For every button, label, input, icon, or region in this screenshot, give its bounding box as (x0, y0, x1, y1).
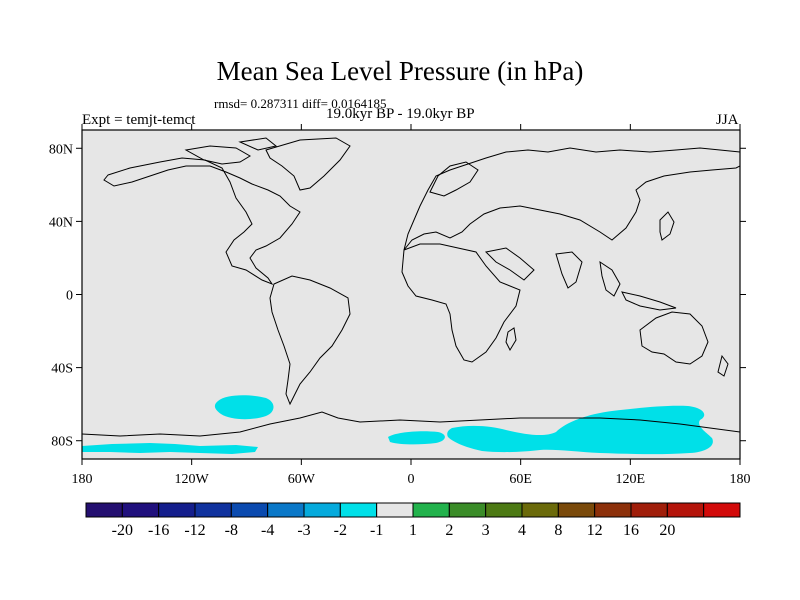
antarctic-anomaly-patch-west (82, 443, 258, 454)
lat-tick-label: 0 (66, 289, 73, 304)
colorbar-box (267, 502, 305, 518)
colorbar-label: 8 (554, 522, 562, 539)
africa-coast (401, 243, 521, 363)
colorbar-box (194, 502, 232, 518)
arctic-islands-coast (184, 137, 278, 165)
colorbar-label: -20 (112, 522, 133, 539)
antarctica-coast (82, 411, 740, 437)
madagascar-coast (505, 327, 517, 352)
colorbar-box (557, 502, 596, 518)
colorbar-label: -2 (334, 522, 347, 539)
colorbar-box (448, 502, 487, 518)
new-zealand-coast (717, 354, 729, 377)
lon-tick-label: 60E (509, 472, 532, 487)
lon-tick-label: 180 (72, 472, 93, 487)
colorbar-label: 1 (409, 522, 417, 539)
stats-subtitle: rmsd= 0.287311 diff= 0.0164185 (214, 96, 387, 111)
lon-tick-label: 120W (175, 472, 210, 487)
colorbar-label: 20 (659, 522, 675, 539)
colorbar-box (630, 502, 668, 518)
scandinavia-coast (429, 161, 479, 197)
experiment-label: Expt = temjt-temct (82, 112, 196, 128)
lon-tick-label: 120E (616, 472, 646, 487)
southeast-asia-coast (599, 260, 677, 311)
map-background (82, 130, 740, 459)
colorbar-label: 16 (623, 522, 639, 539)
season-label: JJA (716, 112, 739, 128)
colorbar-box (412, 502, 450, 518)
lat-tick-label: 80S (51, 435, 73, 450)
colorbar-label: -12 (184, 522, 205, 539)
colorbar-box (485, 502, 523, 518)
lat-tick-label: 80N (49, 142, 73, 157)
longitude-axis: 180 120W 60W 0 60E 120E 180 (72, 124, 751, 487)
greenland-coast (265, 137, 351, 191)
south-america-coast (269, 275, 351, 406)
australia-coast (639, 311, 709, 365)
colorbar-box (339, 502, 378, 518)
lat-tick-label: 40S (51, 362, 73, 377)
anomaly-layer (82, 395, 713, 455)
colorbar-box (303, 502, 341, 518)
colorbar-label: -4 (261, 522, 274, 539)
lat-tick-label: 40N (49, 215, 73, 230)
lon-tick-label: 180 (730, 472, 751, 487)
colorbar-label: 2 (445, 522, 453, 539)
colorbar-label: 12 (587, 522, 603, 539)
colorbar-box (376, 502, 414, 518)
japan-coast (659, 211, 675, 241)
colorbar-label: -16 (148, 522, 169, 539)
lon-tick-label: 60W (288, 472, 316, 487)
colorbar-label: -1 (370, 522, 383, 539)
colorbar-box (666, 502, 705, 518)
colorbar-box (230, 502, 269, 518)
colorbar-box (521, 502, 559, 518)
colorbar: -20 -16 -12 -8 -4 -3 -2 -1 1 2 3 4 8 12 16 20 (85, 502, 741, 539)
latitude-axis: 80N 40N 0 40S 80S (49, 142, 746, 450)
colorbar-box (121, 502, 160, 518)
colorbar-box (85, 502, 123, 518)
north-america-coast (103, 157, 301, 286)
arabia-india-coast (484, 247, 583, 289)
lon-tick-label: 0 (408, 472, 415, 487)
colorbar-box (594, 502, 632, 518)
colorbar-label: -8 (225, 522, 238, 539)
coastline-layer (82, 137, 740, 437)
antarctic-anomaly-patch-east (388, 405, 713, 455)
europe-asia-coast (403, 147, 740, 251)
plot-title: Mean Sea Level Pressure (in hPa) (216, 56, 584, 86)
period-label: 19.0kyr BP - 19.0kyr BP (326, 106, 475, 122)
colorbar-label: -3 (297, 522, 310, 539)
colorbar-label: 3 (482, 522, 490, 539)
colorbar-label: 4 (518, 522, 526, 539)
colorbar-box (158, 502, 196, 518)
colorbar-box (703, 502, 741, 518)
south-pacific-anomaly-patch (214, 395, 274, 420)
